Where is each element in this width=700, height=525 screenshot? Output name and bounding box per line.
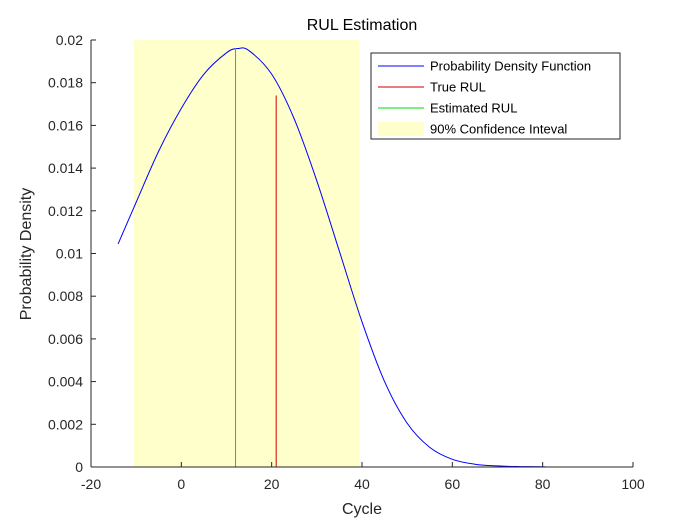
y-tick-label: 0.002	[48, 416, 83, 432]
legend: Probability Density Function True RUL Esti…	[370, 52, 621, 140]
y-tick-label: 0.014	[48, 160, 83, 176]
confidence-interval-layer	[133, 40, 360, 467]
x-tick-label: 0	[177, 476, 185, 492]
y-tick-label: 0	[75, 459, 83, 475]
y-tick-label: 0.004	[48, 374, 83, 390]
y-tick-label: 0.006	[48, 331, 83, 347]
y-tick-label: 0.008	[48, 288, 83, 304]
y-tick-label: 0.01	[56, 246, 83, 262]
y-tick-label: 0.02	[56, 32, 83, 48]
legend-label: 90% Confidence Inteval	[430, 122, 567, 137]
series-layer	[117, 47, 548, 468]
x-tick-label: 20	[264, 476, 280, 492]
x-tick-label: 100	[621, 476, 645, 492]
series-pdf-curve	[117, 47, 548, 468]
confidence-interval-band	[133, 40, 360, 467]
legend-label: Probability Density Function	[430, 59, 591, 74]
x-tick-label: 40	[354, 476, 370, 492]
legend-label: True RUL	[430, 80, 486, 95]
y-tick-label: 0.012	[48, 203, 83, 219]
legend-label: Estimated RUL	[430, 101, 517, 116]
x-tick-label: 80	[535, 476, 551, 492]
x-tick-label: 60	[445, 476, 461, 492]
y-tick-label: 0.016	[48, 117, 83, 133]
y-axis-title: Probability Density	[18, 188, 35, 321]
x-axis-title: Cycle	[342, 501, 382, 518]
y-tick-label: 0.018	[48, 75, 83, 91]
legend-swatch	[378, 122, 424, 136]
legend-items: Probability Density Function True RUL Esti…	[378, 59, 591, 137]
chart-title: RUL Estimation	[307, 17, 418, 34]
ticks: -20 0 20 40 60 80 10000.0020.0040.0060.0080.01…	[48, 32, 645, 492]
x-tick-label: -20	[81, 476, 101, 492]
